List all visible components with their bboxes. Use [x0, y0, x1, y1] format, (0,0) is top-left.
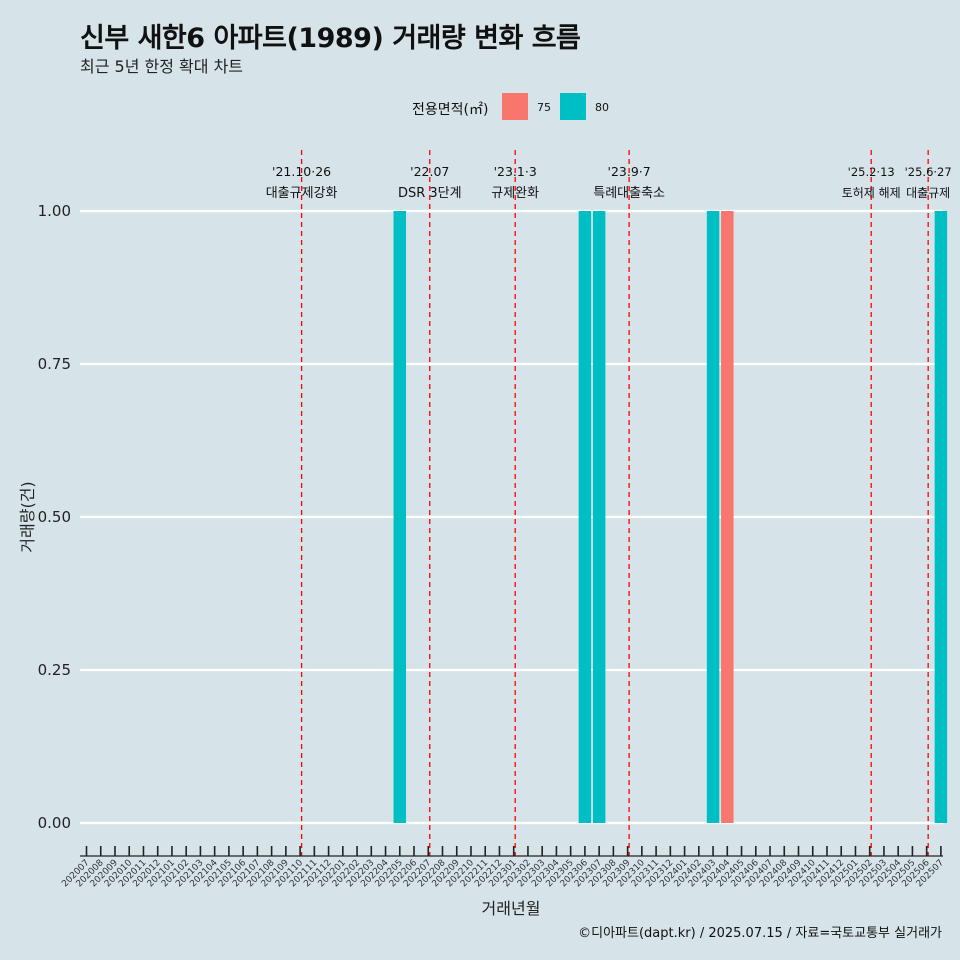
legend-title: 전용면적(㎡) [412, 102, 489, 118]
event-date-label: '25.6·27 [905, 165, 952, 179]
y-tick-label: 0.50 [38, 508, 71, 526]
y-axis-title: 거래량(건) [18, 481, 37, 552]
legend-label-75: 75 [537, 101, 551, 114]
bar-80-202307 [592, 211, 606, 823]
bar-80-202507 [934, 211, 948, 823]
source-caption: ©디아파트(dapt.kr) / 2025.07.15 / 자료=국토교통부 실… [578, 926, 942, 941]
event-name-label: DSR 3단계 [398, 186, 462, 201]
y-tick-label: 0.25 [38, 661, 71, 679]
event-name-label: 특례대출축소 [593, 186, 665, 201]
event-date-label: '21.10·26 [272, 164, 331, 179]
chart-title: 신부 새한6 아파트(1989) 거래량 변화 흐름 [80, 23, 581, 54]
chart-subtitle: 최근 5년 한정 확대 차트 [80, 57, 244, 76]
bar-75-202404 [721, 211, 734, 823]
legend-label-80: 80 [595, 101, 609, 114]
bar-80-202403 [706, 211, 720, 823]
event-date-label: '23.9·7 [608, 164, 651, 179]
event-date-label: '23.1·3 [494, 164, 537, 179]
legend: 전용면적(㎡) 75 80 [0, 93, 960, 121]
x-axis-title: 거래년월 [482, 899, 541, 918]
event-name-label: 규제완화 [491, 186, 539, 201]
event-name-label: 대출규제강화 [266, 186, 338, 201]
bar-80-202306 [578, 211, 592, 823]
event-date-label: '25.2·13 [848, 165, 895, 179]
event-name-label: 토허제 해제 [842, 186, 901, 200]
y-tick-label: 0.75 [38, 355, 71, 373]
event-name-label: 대출규제 [906, 186, 950, 200]
legend-key-80 [560, 93, 586, 120]
bar-80-202205 [393, 211, 407, 823]
legend-key-75 [502, 93, 528, 120]
y-tick-label: 0.00 [38, 814, 71, 832]
y-tick-label: 1.00 [38, 202, 71, 220]
event-date-label: '22.07 [410, 164, 449, 179]
